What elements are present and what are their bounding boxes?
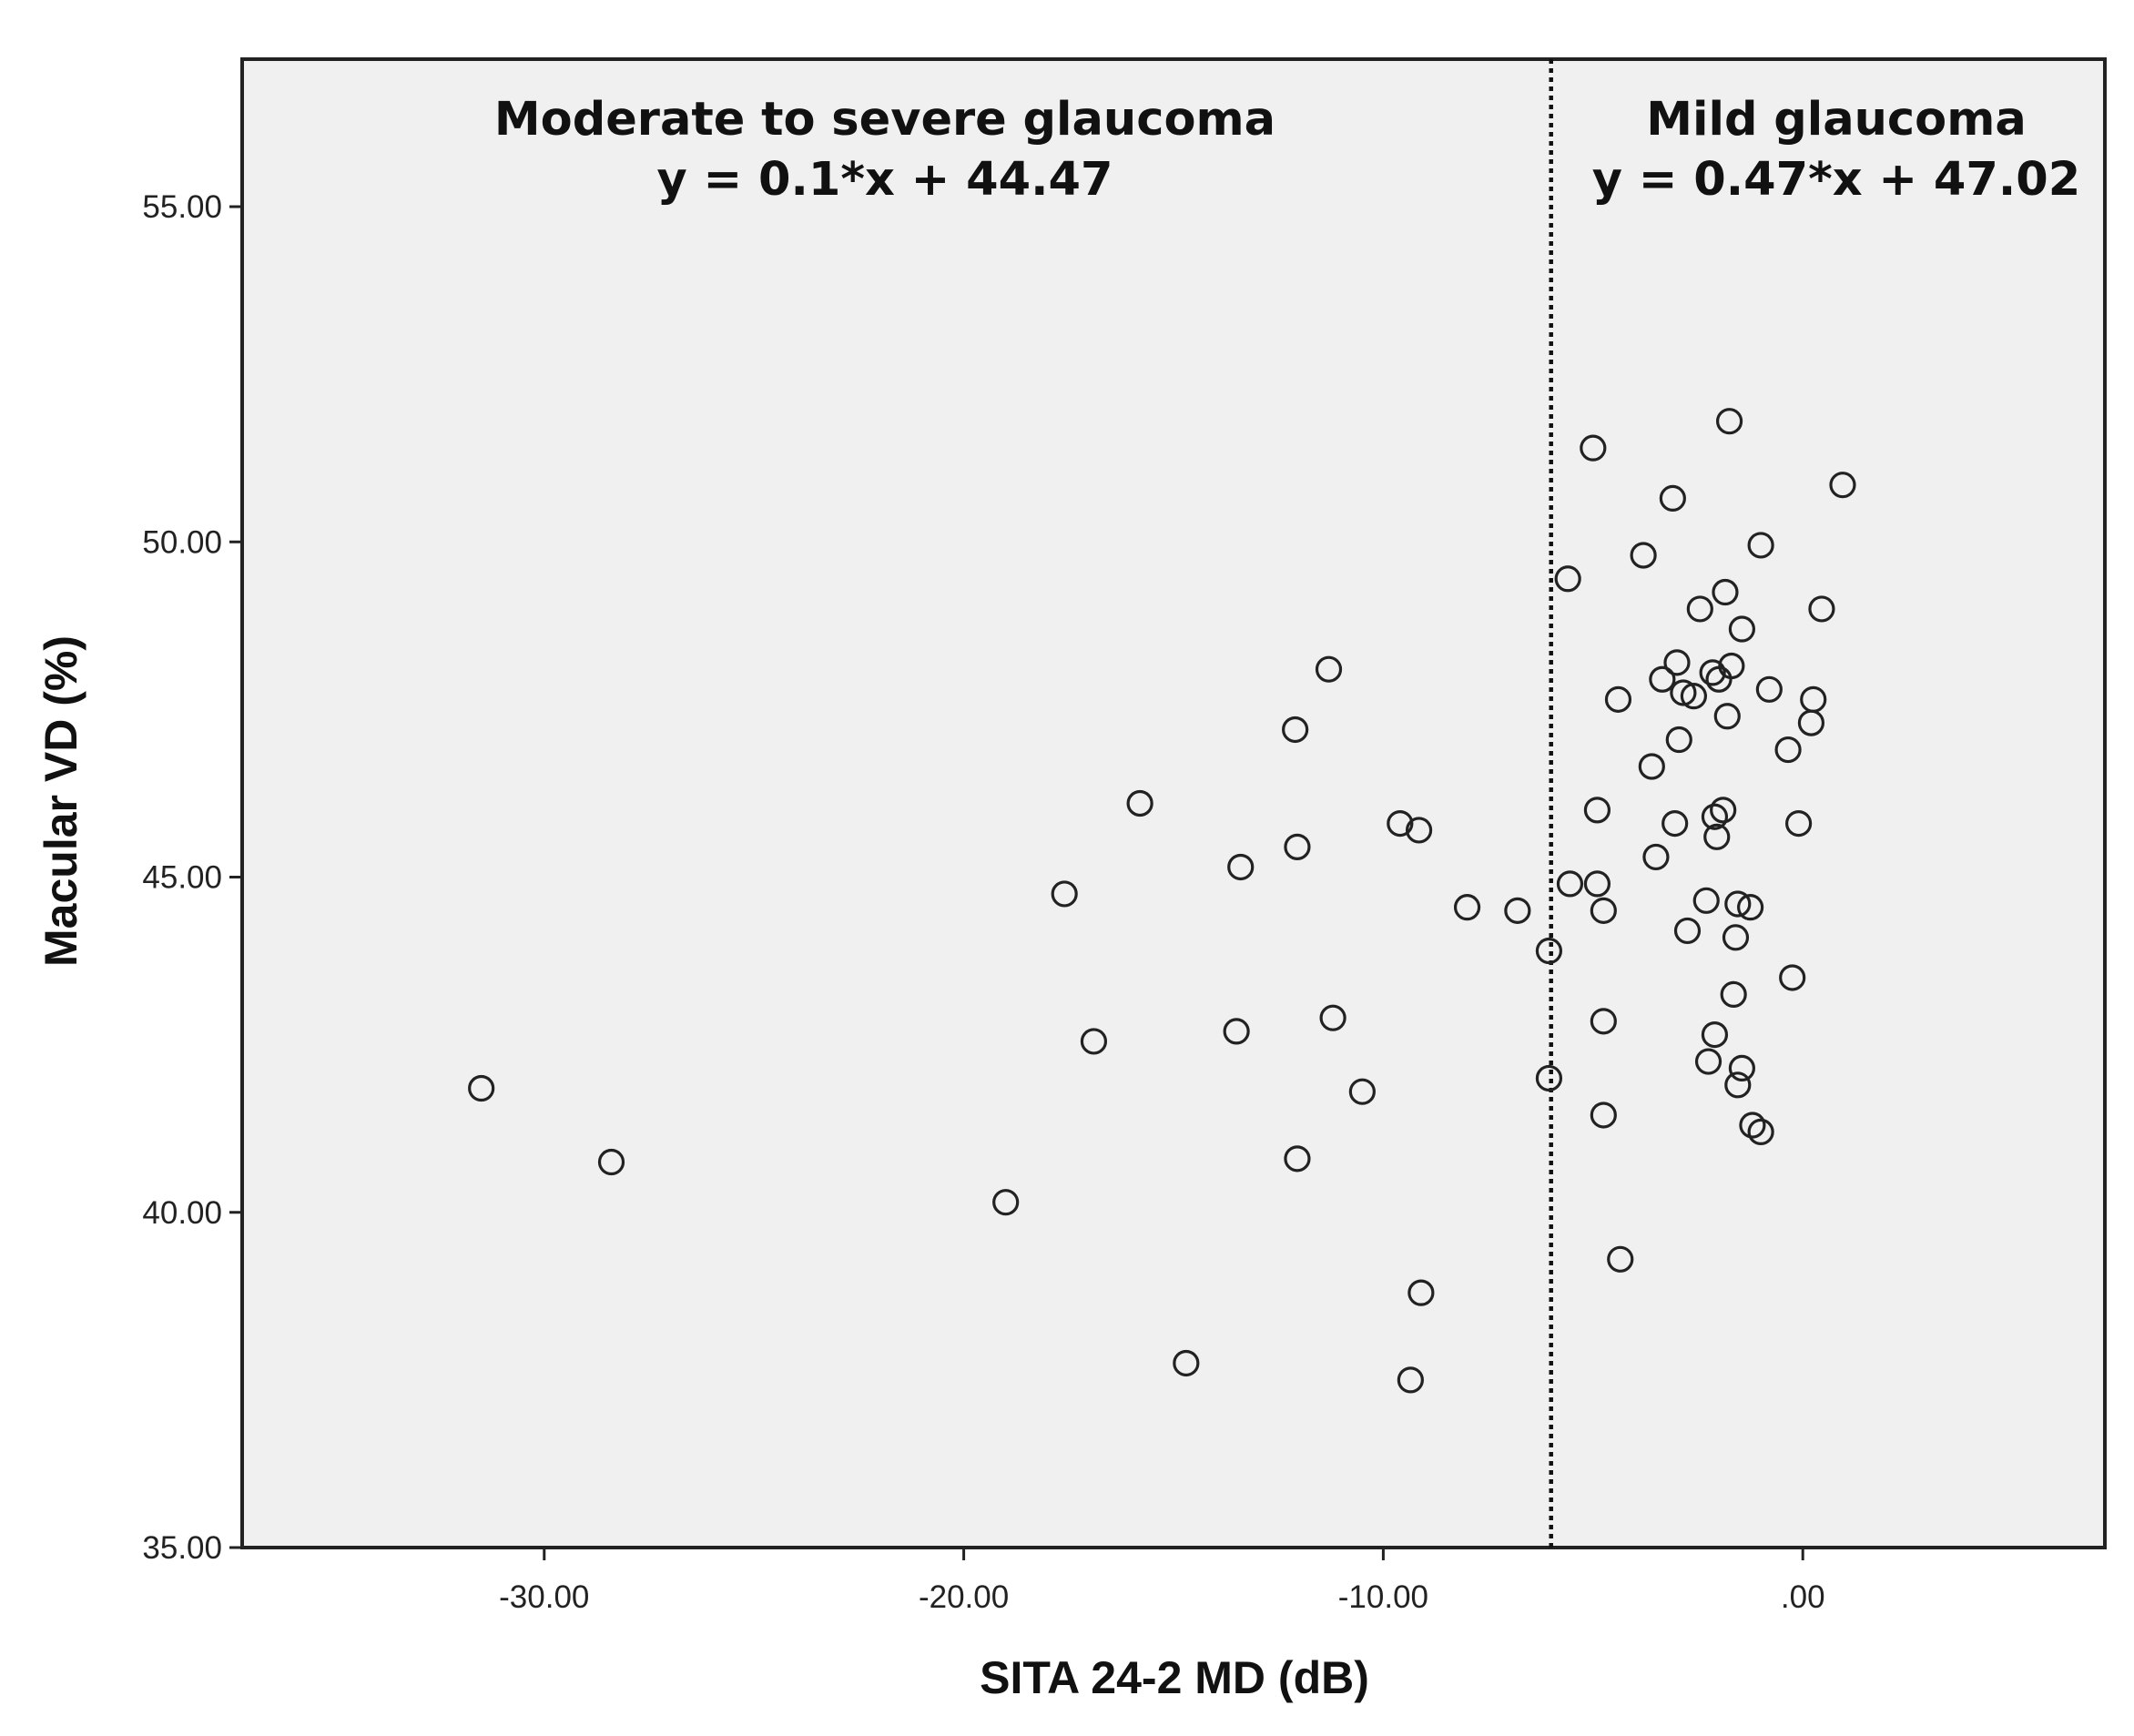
data-point [1630, 542, 1657, 569]
data-point [1703, 823, 1731, 850]
data-point [1724, 890, 1752, 918]
data-point [1583, 797, 1611, 824]
data-point [1126, 789, 1153, 817]
data-point [1694, 1048, 1722, 1075]
y-tick-label: 45.00 [142, 860, 222, 896]
data-point [1720, 980, 1747, 1008]
data-point [1699, 659, 1726, 686]
annotation-mild-equation: y = 0.47*x + 47.02 [1592, 153, 2080, 207]
data-point [1284, 833, 1311, 860]
data-point [1387, 809, 1414, 838]
data-point [1692, 887, 1720, 914]
data-point [1722, 924, 1750, 951]
data-point [1319, 1004, 1346, 1031]
annotation-mild-title: Mild glaucoma [1646, 93, 2027, 147]
x-tick-label: -20.00 [919, 1579, 1009, 1615]
data-points [468, 408, 1856, 1394]
data-point [1590, 897, 1617, 924]
data-point [1728, 615, 1755, 643]
data-point [1407, 1279, 1435, 1306]
data-point [468, 1074, 495, 1102]
data-point [1284, 1145, 1311, 1173]
data-point [1724, 1071, 1752, 1099]
data-point [1315, 655, 1343, 683]
annotation-moderate-severe-title: Moderate to severe glaucoma [494, 93, 1275, 147]
data-point [1670, 679, 1697, 706]
data-point [1590, 1101, 1617, 1129]
data-point [1808, 595, 1835, 623]
x-axis-ticks: -30.00 -20.00 -10.00 .00 [499, 1548, 1825, 1615]
data-point [1785, 809, 1813, 838]
data-point [1535, 1064, 1563, 1092]
data-point [1649, 665, 1676, 693]
data-point [992, 1189, 1020, 1216]
y-tick-label: 35.00 [142, 1530, 222, 1566]
y-tick-label: 55.00 [142, 189, 222, 225]
data-point [1535, 937, 1563, 965]
data-point [1686, 595, 1713, 623]
data-point [1504, 897, 1531, 924]
data-point [1712, 578, 1739, 606]
data-point [1710, 797, 1737, 824]
annotation-moderate-severe-equation: y = 0.1*x + 44.47 [657, 153, 1113, 207]
data-point [1659, 484, 1686, 512]
data-point [1665, 726, 1692, 754]
x-tick-label: -30.00 [499, 1579, 589, 1615]
x-tick-label: .00 [1781, 1579, 1825, 1615]
data-point [1223, 1018, 1250, 1045]
data-point [1227, 853, 1255, 881]
data-point [1080, 1028, 1108, 1055]
data-point [1713, 703, 1741, 730]
data-point [1397, 1366, 1424, 1394]
data-point [1607, 1245, 1634, 1273]
data-point [1590, 1008, 1617, 1035]
y-tick-label: 50.00 [142, 524, 222, 560]
data-point [1718, 652, 1745, 680]
data-point [1715, 408, 1743, 435]
data-point [1663, 649, 1691, 676]
data-point [1747, 532, 1774, 559]
data-point [1661, 809, 1689, 838]
data-point [1800, 685, 1827, 713]
data-point [1604, 685, 1632, 713]
data-point [1556, 870, 1584, 898]
data-point [1774, 736, 1802, 764]
data-point [1453, 894, 1481, 921]
y-axis-ticks: 35.00 40.00 45.00 50.00 55.00 [142, 189, 242, 1566]
data-point [1282, 716, 1309, 744]
data-point [1642, 843, 1670, 871]
data-point [1051, 880, 1078, 908]
y-axis-title: Macular VD (%) [36, 635, 86, 967]
data-point [1405, 817, 1433, 844]
data-point [1673, 917, 1702, 945]
data-point [1173, 1349, 1200, 1377]
data-point [1779, 964, 1806, 991]
x-axis-title: SITA 24-2 MD (dB) [980, 1652, 1369, 1703]
data-point [597, 1148, 625, 1176]
data-point [1638, 753, 1665, 780]
y-tick-label: 40.00 [142, 1195, 222, 1231]
data-point [1739, 1112, 1766, 1139]
data-point [1680, 683, 1708, 710]
data-point [1755, 675, 1783, 703]
data-point [1580, 434, 1607, 462]
data-point [1737, 894, 1764, 921]
data-point [1829, 472, 1856, 499]
data-point [1747, 1118, 1774, 1145]
x-tick-label: -10.00 [1338, 1579, 1428, 1615]
data-point [1554, 565, 1581, 593]
data-point [1728, 1054, 1755, 1082]
data-point [1583, 870, 1611, 898]
data-point [1701, 803, 1729, 830]
plot-area [240, 57, 2107, 1549]
data-point [1348, 1078, 1376, 1105]
data-point [1701, 1020, 1729, 1049]
